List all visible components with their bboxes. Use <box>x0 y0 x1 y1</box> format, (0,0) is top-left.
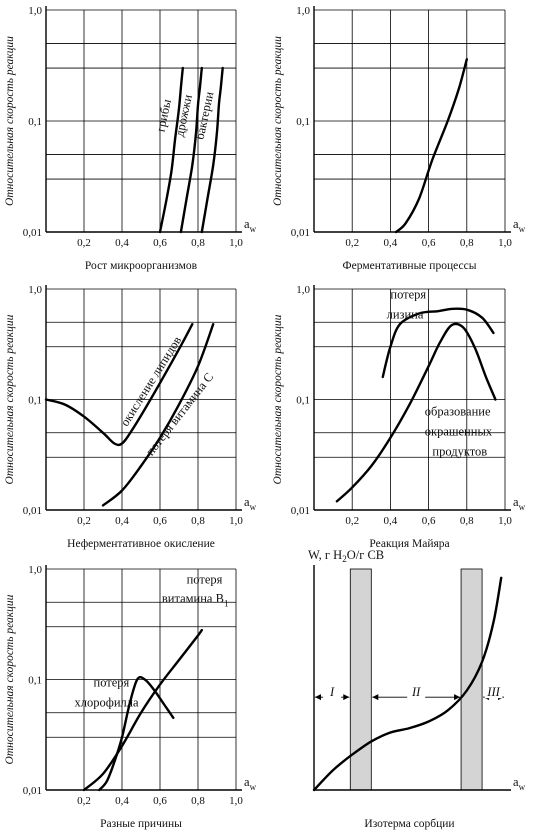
annotation-chlorophyll: хлорофилла <box>75 695 140 709</box>
y-tick-label: 1,0 <box>296 5 310 17</box>
series-label: дрожжи <box>172 93 195 138</box>
series-line-2-1 <box>394 58 468 234</box>
annotation-colored: образование <box>425 404 491 418</box>
annotation-vitamin-b1: потеря <box>187 572 223 586</box>
x-tick-label: 1,0 <box>498 515 512 527</box>
x-axis-symbol: aw <box>244 495 257 512</box>
y-axis-label: Относительная скорость реакции <box>4 36 16 206</box>
y-tick-label: 0,1 <box>28 116 42 128</box>
y-tick-label: 0,1 <box>296 116 310 128</box>
x-tick-label: 0,6 <box>153 795 167 807</box>
zone-label: I <box>329 685 335 699</box>
y-tick-label: 0,1 <box>28 395 42 407</box>
annotation-vitamin-b1: витамина B1 <box>162 591 229 608</box>
x-tick-label: 0,4 <box>115 237 129 249</box>
zone-arrowhead <box>343 694 350 701</box>
panel-1: aw1,00,10,010,2 0,4 0,6 0,8 1,0Относительная… <box>4 5 257 272</box>
shaded-band-1 <box>349 568 372 791</box>
x-tick-label: 0,6 <box>422 515 436 527</box>
zone-arrowhead <box>372 694 379 701</box>
x-tick-label: 0,2 <box>77 237 91 249</box>
series-line-6-1 <box>312 576 503 792</box>
y-tick-label: 0,01 <box>291 227 310 239</box>
x-tick-label: 0,4 <box>384 515 398 527</box>
x-tick-label: 0,6 <box>422 237 436 249</box>
x-tick-label: 0,2 <box>345 237 359 249</box>
x-tick-label: 1,0 <box>498 237 512 249</box>
x-axis-symbol: aw <box>244 775 257 792</box>
panel-title: Неферментативное окисление <box>67 538 215 550</box>
y-tick-label: 1,0 <box>28 284 42 296</box>
x-axis-symbol: aw <box>244 217 257 234</box>
panel-title: Рост микроорганизмов <box>85 260 198 272</box>
zone-label: III <box>486 685 500 699</box>
series-label: грибы <box>153 97 174 133</box>
x-tick-label: 0,6 <box>153 515 167 527</box>
y-axis-label: Относительная скорость реакции <box>272 36 284 206</box>
y-axis-label: Относительная скорость реакции <box>4 594 16 764</box>
zone-label-bg <box>407 686 426 699</box>
x-tick-label: 0,4 <box>384 237 398 249</box>
x-tick-label: 0,2 <box>77 795 91 807</box>
panel-4: aw1,00,10,010,2 0,4 0,6 0,8 1,0Относительная… <box>272 284 526 550</box>
y-axis-label: Относительная скорость реакции <box>272 314 284 484</box>
annotation-lysine: потеря <box>390 288 426 302</box>
x-tick-label: 0,8 <box>191 795 205 807</box>
x-tick-label: 0,8 <box>191 237 205 249</box>
series-line-4-2 <box>335 322 497 503</box>
y-tick-label: 0,1 <box>28 675 42 687</box>
series-line-3-2 <box>101 323 215 507</box>
x-axis-symbol: aw <box>513 495 526 512</box>
panel-title: Реакция Майяра <box>369 538 449 550</box>
x-tick-label: 0,8 <box>460 237 474 249</box>
series-line-5-1 <box>82 628 203 792</box>
x-axis-symbol: aw <box>513 217 526 234</box>
panel-3: aw1,00,10,010,2 0,4 0,6 0,8 1,0Относительная… <box>4 284 257 550</box>
x-tick-label: 0,4 <box>115 515 129 527</box>
y-tick-label: 1,0 <box>296 284 310 296</box>
x-tick-label: 1,0 <box>229 237 243 249</box>
x-tick-label: 1,0 <box>229 795 243 807</box>
y-tick-label: 1,0 <box>28 564 42 576</box>
x-tick-label: 0,8 <box>191 515 205 527</box>
series-line-4-1 <box>381 307 495 379</box>
panel-title: Разные причины <box>100 818 182 830</box>
series-line-5-2 <box>98 676 175 792</box>
panel-title: Ферментативные процессы <box>343 260 477 272</box>
zone-label-bg <box>484 686 503 699</box>
panel-title: Изотерма сорбции <box>364 818 454 830</box>
shaded-band-2 <box>460 568 483 791</box>
series-line-1-1 <box>158 66 184 234</box>
annotation-colored: продуктов <box>432 445 487 459</box>
x-tick-label: 0,4 <box>115 795 129 807</box>
y-tick-label: 1,0 <box>28 5 42 17</box>
x-tick-label: 0,8 <box>460 515 474 527</box>
annotation-colored: окрашенных <box>425 425 493 439</box>
series-line-3-1 <box>44 323 194 447</box>
y-tick-label: 0,01 <box>23 505 42 517</box>
annotation-chlorophyll: потеря <box>94 676 130 690</box>
y-tick-label: 0,1 <box>296 395 310 407</box>
x-tick-label: 0,6 <box>153 237 167 249</box>
series-line-1-2 <box>179 66 203 234</box>
x-tick-label: 0,2 <box>345 515 359 527</box>
zone-arrowhead <box>454 694 461 701</box>
y-tick-label: 0,01 <box>291 505 310 517</box>
x-tick-label: 1,0 <box>229 515 243 527</box>
series-line-1-3 <box>200 66 224 234</box>
panel-2: aw1,00,10,010,2 0,4 0,6 0,8 1,0Относительная… <box>272 5 526 272</box>
annotation-lysine: лизина <box>387 308 424 322</box>
zone-label-bg <box>323 686 342 699</box>
y-tick-label: 0,01 <box>23 785 42 797</box>
panel-5: aw1,00,10,010,2 0,4 0,6 0,8 1,0Относительная… <box>4 564 257 830</box>
y-axis-label: Относительная скорость реакции <box>4 314 16 484</box>
zone-label: II <box>411 685 421 699</box>
y-tick-label: 0,01 <box>23 227 42 239</box>
x-tick-label: 0,2 <box>77 515 91 527</box>
sorption-y-label: W, г H2O/г СВ <box>308 548 384 564</box>
panel-6: aw Изотерма сорбции <box>312 565 526 830</box>
x-axis-symbol: aw <box>513 775 526 792</box>
zone-arrowhead <box>315 694 321 701</box>
